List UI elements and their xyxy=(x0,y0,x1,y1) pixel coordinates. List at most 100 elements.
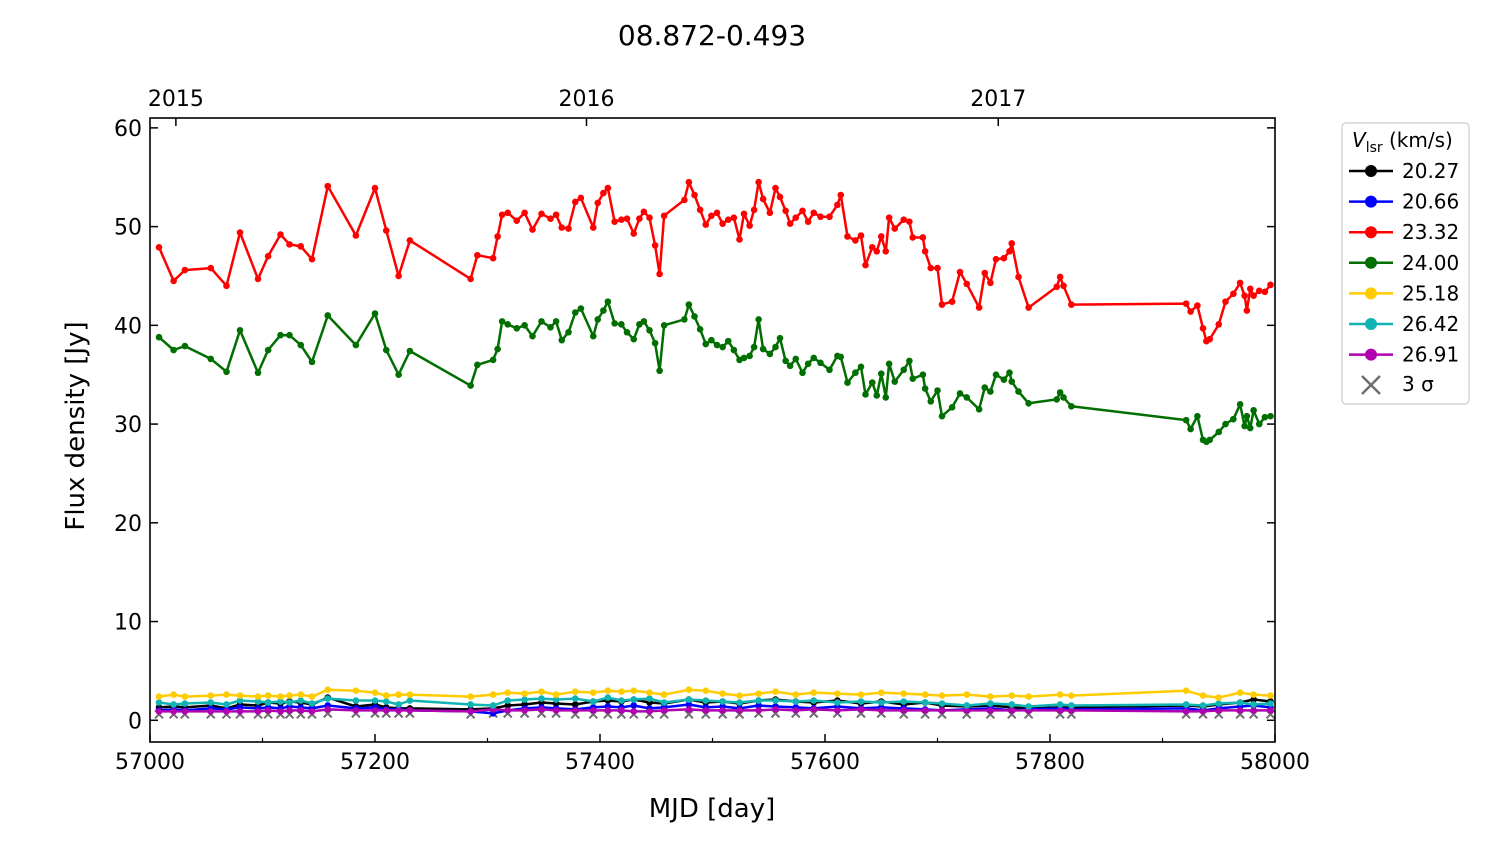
data-point xyxy=(155,693,163,700)
data-point xyxy=(181,700,189,707)
data-point xyxy=(987,279,994,287)
data-point xyxy=(170,346,177,354)
data-point xyxy=(504,702,512,709)
data-point xyxy=(1006,247,1013,255)
data-point xyxy=(630,335,638,343)
data-point xyxy=(1250,691,1257,698)
data-point xyxy=(611,320,618,327)
data-point xyxy=(934,387,941,394)
data-point xyxy=(719,707,726,714)
data-point xyxy=(834,699,841,706)
data-point xyxy=(909,234,917,241)
data-point xyxy=(1215,321,1223,328)
data-point xyxy=(750,343,758,351)
data-point xyxy=(702,687,710,694)
data-point xyxy=(826,213,833,221)
data-point xyxy=(297,697,305,704)
data-point xyxy=(651,339,659,347)
data-point xyxy=(646,326,653,334)
data-point xyxy=(207,355,215,363)
data-point xyxy=(885,214,893,222)
data-point xyxy=(975,405,983,413)
legend-box xyxy=(1341,122,1470,405)
data-point xyxy=(921,691,929,698)
data-point xyxy=(740,354,748,362)
data-point xyxy=(552,691,560,698)
data-point xyxy=(963,280,971,288)
data-point xyxy=(844,233,851,240)
data-point xyxy=(1056,273,1064,281)
data-point xyxy=(589,224,597,231)
data-point xyxy=(987,700,994,707)
data-point xyxy=(873,247,881,255)
data-point xyxy=(857,363,865,371)
data-point xyxy=(630,708,638,715)
data-point xyxy=(900,690,908,697)
data-point xyxy=(254,698,262,705)
data-point xyxy=(630,230,638,237)
data-point xyxy=(919,371,927,379)
data-point xyxy=(1236,707,1244,714)
data-point xyxy=(618,697,625,704)
data-point xyxy=(730,346,738,354)
data-point xyxy=(406,237,414,244)
data-point xyxy=(395,691,402,698)
data-point xyxy=(817,359,824,367)
data-point xyxy=(1008,701,1016,708)
data-point xyxy=(498,318,506,325)
data-point xyxy=(395,701,402,708)
data-point xyxy=(571,701,579,708)
data-point xyxy=(565,225,572,232)
series-26.91 xyxy=(155,706,1274,715)
legend-label: 3 σ xyxy=(1402,372,1434,396)
data-point xyxy=(1015,388,1022,395)
data-point xyxy=(1215,700,1223,707)
data-point xyxy=(571,707,579,714)
data-point xyxy=(987,388,994,395)
x-axis-label: MJD [day] xyxy=(649,794,776,824)
data-point xyxy=(1000,376,1008,383)
data-point xyxy=(724,216,732,223)
data-point xyxy=(708,212,715,220)
legend-item: 25.18 xyxy=(1349,281,1459,305)
data-point xyxy=(987,707,994,714)
data-point xyxy=(489,254,497,262)
axes: 57000 57200 57400 57600 57800 58000 0 10 20 30 40 5… xyxy=(114,87,1310,775)
data-point xyxy=(804,360,812,368)
data-point xyxy=(207,699,215,706)
data-point xyxy=(406,347,414,355)
data-point xyxy=(1025,400,1032,407)
data-point xyxy=(696,325,704,333)
data-point xyxy=(857,691,865,698)
data-point xyxy=(521,690,528,697)
data-point xyxy=(382,346,390,354)
data-point xyxy=(170,277,177,285)
data-point xyxy=(223,691,230,698)
data-point xyxy=(529,332,536,340)
data-point xyxy=(494,233,501,240)
data-point xyxy=(498,211,506,219)
data-point xyxy=(992,371,1000,379)
data-point xyxy=(646,214,653,222)
data-point xyxy=(792,698,800,705)
data-point xyxy=(891,225,899,232)
data-point xyxy=(1255,420,1263,428)
data-point xyxy=(571,198,579,206)
data-point xyxy=(504,707,512,714)
data-point xyxy=(755,316,762,323)
data-point xyxy=(170,708,177,715)
data-point xyxy=(702,697,710,704)
data-point xyxy=(1199,702,1207,709)
data-point xyxy=(1206,436,1214,444)
plot-series xyxy=(154,178,1276,720)
top-year-label: 2017 xyxy=(970,87,1026,112)
data-point xyxy=(1222,420,1229,428)
data-point xyxy=(558,336,566,344)
data-point xyxy=(755,690,762,697)
data-point xyxy=(467,708,474,715)
series-line xyxy=(157,180,1272,343)
data-point xyxy=(934,264,941,272)
data-point xyxy=(834,690,841,697)
data-point xyxy=(702,221,710,228)
data-point xyxy=(719,220,726,227)
